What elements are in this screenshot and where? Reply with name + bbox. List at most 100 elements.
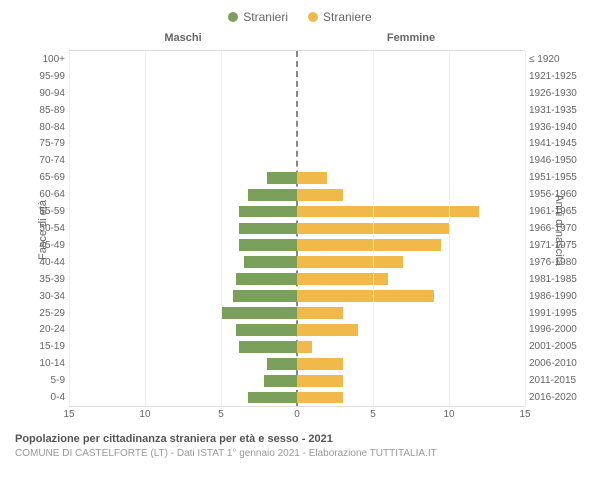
bar-male	[248, 189, 297, 201]
age-label: 0-4	[29, 392, 69, 403]
pyramid-row: 20-241996-2000	[69, 321, 525, 338]
bar-male	[267, 172, 297, 184]
age-label: 45-49	[29, 240, 69, 251]
age-label: 40-44	[29, 257, 69, 268]
header-female: Femmine	[297, 32, 525, 44]
pyramid-row: 60-641956-1960	[69, 186, 525, 203]
year-label: 1981-1985	[525, 274, 581, 285]
age-label: 25-29	[29, 308, 69, 319]
legend-label-female: Straniere	[323, 10, 372, 24]
age-label: 95-99	[29, 71, 69, 82]
year-label: 1946-1950	[525, 155, 581, 166]
age-label: 5-9	[29, 375, 69, 386]
age-label: 15-19	[29, 341, 69, 352]
legend: Stranieri Straniere	[15, 10, 585, 24]
pyramid-row: 80-841936-1940	[69, 119, 525, 136]
age-label: 75-79	[29, 138, 69, 149]
bar-male	[221, 307, 297, 319]
bar-female	[297, 307, 343, 319]
x-tick: 5	[218, 409, 224, 420]
year-label: 1951-1955	[525, 172, 581, 183]
bar-female	[297, 172, 327, 184]
x-tick: 15	[63, 409, 74, 420]
year-label: 2006-2010	[525, 358, 581, 369]
bar-female	[297, 256, 403, 268]
grid-line	[145, 51, 146, 406]
chart-footer: Popolazione per cittadinanza straniera p…	[15, 432, 585, 461]
year-label: 1971-1975	[525, 240, 581, 251]
legend-swatch-male	[228, 12, 238, 22]
columns-header: Maschi Femmine	[15, 32, 585, 44]
age-label: 30-34	[29, 291, 69, 302]
x-tick: 15	[519, 409, 530, 420]
bar-male	[239, 223, 297, 235]
year-label: 1956-1960	[525, 189, 581, 200]
pyramid-row: 100+≤ 1920	[69, 51, 525, 68]
x-tick: 10	[443, 409, 454, 420]
pyramid-row: 50-541966-1970	[69, 220, 525, 237]
year-label: 1926-1930	[525, 88, 581, 99]
bar-male	[267, 358, 297, 370]
year-label: 1936-1940	[525, 122, 581, 133]
pyramid-row: 45-491971-1975	[69, 237, 525, 254]
year-label: 1991-1995	[525, 308, 581, 319]
age-label: 35-39	[29, 274, 69, 285]
bar-female	[297, 290, 434, 302]
age-label: 85-89	[29, 105, 69, 116]
x-tick: 10	[139, 409, 150, 420]
year-label: 1961-1965	[525, 206, 581, 217]
pyramid-row: 15-192001-2005	[69, 338, 525, 355]
bar-male	[236, 273, 297, 285]
year-label: 1931-1935	[525, 105, 581, 116]
bar-female	[297, 189, 343, 201]
pyramid-row: 55-591961-1965	[69, 203, 525, 220]
age-label: 90-94	[29, 88, 69, 99]
pyramid-row: 40-441976-1980	[69, 254, 525, 271]
bar-female	[297, 358, 343, 370]
chart-area: Maschi Femmine Fasce di età Anni di nasc…	[15, 32, 585, 427]
grid-line	[221, 51, 222, 406]
year-label: 2016-2020	[525, 392, 581, 403]
bar-female	[297, 273, 388, 285]
pyramid-row: 10-142006-2010	[69, 355, 525, 372]
bar-male	[239, 239, 297, 251]
bar-male	[233, 290, 297, 302]
pyramid-row: 95-991921-1925	[69, 68, 525, 85]
grid-line	[449, 51, 450, 406]
x-axis: 15105051015	[69, 409, 525, 427]
bar-male	[239, 341, 297, 353]
grid-line	[525, 51, 526, 406]
bar-female	[297, 375, 343, 387]
pyramid-row: 0-42016-2020	[69, 389, 525, 406]
pyramid-row: 75-791941-1945	[69, 136, 525, 153]
legend-label-male: Stranieri	[243, 10, 288, 24]
chart-title: Popolazione per cittadinanza straniera p…	[15, 432, 585, 447]
bar-female	[297, 239, 441, 251]
pyramid-row: 70-741946-1950	[69, 152, 525, 169]
age-label: 70-74	[29, 155, 69, 166]
legend-item-female: Straniere	[308, 10, 372, 24]
year-label: 1996-2000	[525, 324, 581, 335]
pyramid-row: 25-291991-1995	[69, 305, 525, 322]
year-label: 1986-1990	[525, 291, 581, 302]
year-label: 1966-1970	[525, 223, 581, 234]
x-tick: 5	[370, 409, 376, 420]
bar-male	[239, 206, 297, 218]
year-label: 1941-1945	[525, 138, 581, 149]
bar-female	[297, 341, 312, 353]
pyramid-row: 85-891931-1935	[69, 102, 525, 119]
grid-line	[69, 51, 70, 406]
age-label: 60-64	[29, 189, 69, 200]
year-label: 2001-2005	[525, 341, 581, 352]
year-label: 2011-2015	[525, 375, 581, 386]
bar-male	[264, 375, 297, 387]
grid-line	[373, 51, 374, 406]
age-label: 10-14	[29, 358, 69, 369]
age-label: 65-69	[29, 172, 69, 183]
legend-swatch-female	[308, 12, 318, 22]
pyramid-row: 90-941926-1930	[69, 85, 525, 102]
bar-male	[248, 392, 297, 404]
year-label: ≤ 1920	[525, 54, 581, 65]
bar-male	[244, 256, 297, 268]
pyramid-row: 5-92011-2015	[69, 372, 525, 389]
